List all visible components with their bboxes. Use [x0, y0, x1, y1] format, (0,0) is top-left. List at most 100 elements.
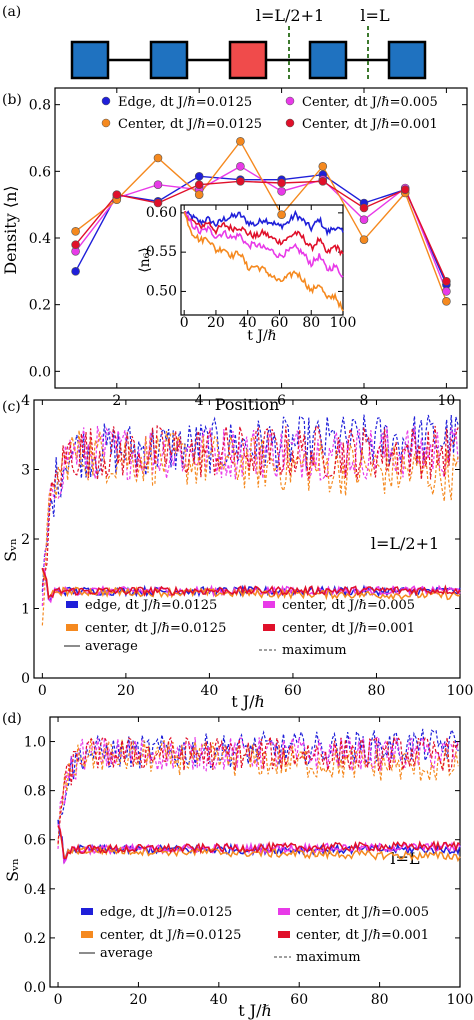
legend-d-2: center, dt J/ℏ=0.0125 — [100, 928, 241, 943]
panel-d-maximum-trace-1 — [57, 735, 459, 849]
panel-c-maximum-trace-1 — [41, 425, 459, 607]
data-point-b — [359, 203, 369, 213]
panel-b-xtick-label: 2 — [112, 393, 121, 409]
panel-b-ytick-label: 0.8 — [29, 98, 51, 114]
panel-b-ytick-label: 0.2 — [29, 298, 51, 314]
panel-d-frame — [49, 716, 461, 988]
site-1 — [70, 40, 110, 80]
inset-frame — [180, 204, 344, 316]
panel-d-legend-swatch — [278, 908, 290, 915]
panel-c-ytick-label: 3 — [21, 463, 30, 479]
site-3-center — [228, 40, 268, 80]
panel-c-maximum-trace-0 — [41, 414, 459, 592]
data-point-b — [277, 210, 286, 219]
panel-c-xtick-label: 60 — [284, 683, 302, 699]
inset-xtick-label: 60 — [271, 315, 289, 331]
data-point-b — [318, 162, 328, 171]
inset-xtick-label: 0 — [180, 315, 189, 331]
cut-label-2: l=L — [360, 6, 390, 25]
panel-d-ytick-label: 1.0 — [24, 735, 46, 751]
panel-d-xlabel: t J/ℏ — [238, 1001, 272, 1020]
inset-ytick-label: 0.60 — [146, 205, 177, 221]
data-point-b — [71, 240, 80, 249]
data-point-b — [442, 277, 451, 286]
legend-b-marker — [101, 118, 111, 128]
panel-d-ylabel: Sᵥₙ — [3, 858, 22, 882]
panel-c-average-trace-2 — [41, 567, 461, 601]
panel-d-ytick-label: 0.2 — [24, 931, 46, 947]
legend-b-0: Edge, dt J/ℏ=0.0125 — [118, 95, 252, 110]
panel-c-legend-swatch — [66, 601, 78, 608]
panel-c-ytick-label: 4 — [21, 393, 30, 409]
data-point-b — [194, 172, 204, 181]
inset-ytick-label: 0.55 — [146, 244, 177, 260]
panel-c-xtick-label: 80 — [368, 683, 386, 699]
panel-d-xtick-label: 60 — [290, 992, 308, 1008]
legend-c-2: center, dt J/ℏ=0.0125 — [85, 621, 226, 636]
inset-series-line-2 — [183, 211, 344, 278]
panel-c-xtick-label: 100 — [447, 683, 474, 699]
data-point-b — [236, 177, 245, 186]
panel-a: (a) l=L/2+1 l=L — [2, 4, 427, 82]
panel-a-label: (a) — [2, 4, 21, 20]
legend-b-3: Center, dt J/ℏ=0.001 — [302, 117, 438, 132]
inset-xtick-label: 20 — [207, 315, 225, 331]
series-line-b-3 — [75, 180, 448, 282]
legend-b-marker — [285, 96, 295, 106]
data-point-b — [236, 137, 245, 146]
panel-c-xlabel: t J/ℏ — [231, 692, 265, 711]
data-point-b — [112, 190, 122, 199]
data-point-b — [359, 235, 369, 244]
inset-xlabel: t J/ℏ — [247, 328, 276, 344]
panel-d-xtick-label: 0 — [54, 992, 63, 1008]
legend-b-marker — [285, 118, 295, 128]
legend-d-1: center, dt J/ℏ=0.005 — [296, 905, 429, 920]
panel-c-xtick-label: 0 — [38, 683, 47, 699]
panel-c-xtick-label: 20 — [117, 683, 135, 699]
panel-c-label: (c) — [2, 399, 21, 415]
panel-c-legend-swatch — [263, 624, 275, 631]
panel-c-legend-swatch — [66, 624, 78, 631]
panel-c-average-trace-3 — [41, 567, 461, 600]
legend-b-marker — [101, 96, 111, 106]
panel-c-ylabel: Sᵥₙ — [1, 538, 20, 562]
panel-d-legend-swatch — [278, 931, 290, 938]
data-point-b — [71, 227, 80, 236]
data-point-b — [153, 153, 163, 163]
panel-d-average-trace-3 — [57, 825, 461, 860]
inset-series-line-3 — [183, 211, 344, 312]
panel-d-ytick-label: 0.0 — [24, 980, 46, 996]
inset-xtick-label: 80 — [302, 315, 320, 331]
series-line-b-0 — [74, 173, 448, 285]
legend-b-1: Center, dt J/ℏ=0.005 — [302, 95, 438, 110]
panel-c-axes: 0 20 40 60 80 100 0 1 2 3 4 — [21, 393, 473, 699]
panel-d-label: (d) — [2, 711, 22, 727]
site-5 — [387, 40, 427, 80]
inset-xtick-label: 100 — [330, 315, 357, 331]
panel-d-annotation: l=L — [390, 849, 420, 868]
panel-c-xtick-label: 40 — [200, 683, 218, 699]
panel-c-maximum-trace-3 — [41, 424, 459, 586]
site-4 — [308, 40, 348, 80]
data-point-b — [194, 190, 204, 199]
panel-b-axes: 2 4 6 8 10 0.0 0.2 0.4 0.6 0.8 — [29, 87, 468, 409]
panel-c-ytick-label: 2 — [21, 532, 30, 548]
inset-series-line-0 — [183, 209, 344, 237]
inset-ylabel: ⟨n₆⟩ — [137, 247, 153, 273]
legend-c-0: edge, dt J/ℏ=0.0125 — [85, 598, 217, 613]
data-point-b — [277, 187, 286, 196]
data-point-b — [442, 287, 451, 296]
legend-d-maximum: maximum — [296, 950, 361, 965]
panel-d-legend-swatch — [81, 908, 93, 915]
panel-b-xtick-label: 4 — [195, 393, 204, 409]
panel-d-ytick-label: 0.6 — [24, 833, 46, 849]
panel-d-ytick-label: 0.8 — [24, 784, 46, 800]
panel-d-xtick-label: 20 — [130, 992, 148, 1008]
panel-b-label: (b) — [2, 92, 22, 108]
panel-b-ytick-label: 0.4 — [29, 231, 51, 247]
inset-spacer — [143, 201, 144, 202]
panel-b-ytick-label: 0.0 — [29, 364, 51, 380]
inset-series-line-1 — [183, 210, 344, 257]
data-point-b — [400, 185, 410, 194]
